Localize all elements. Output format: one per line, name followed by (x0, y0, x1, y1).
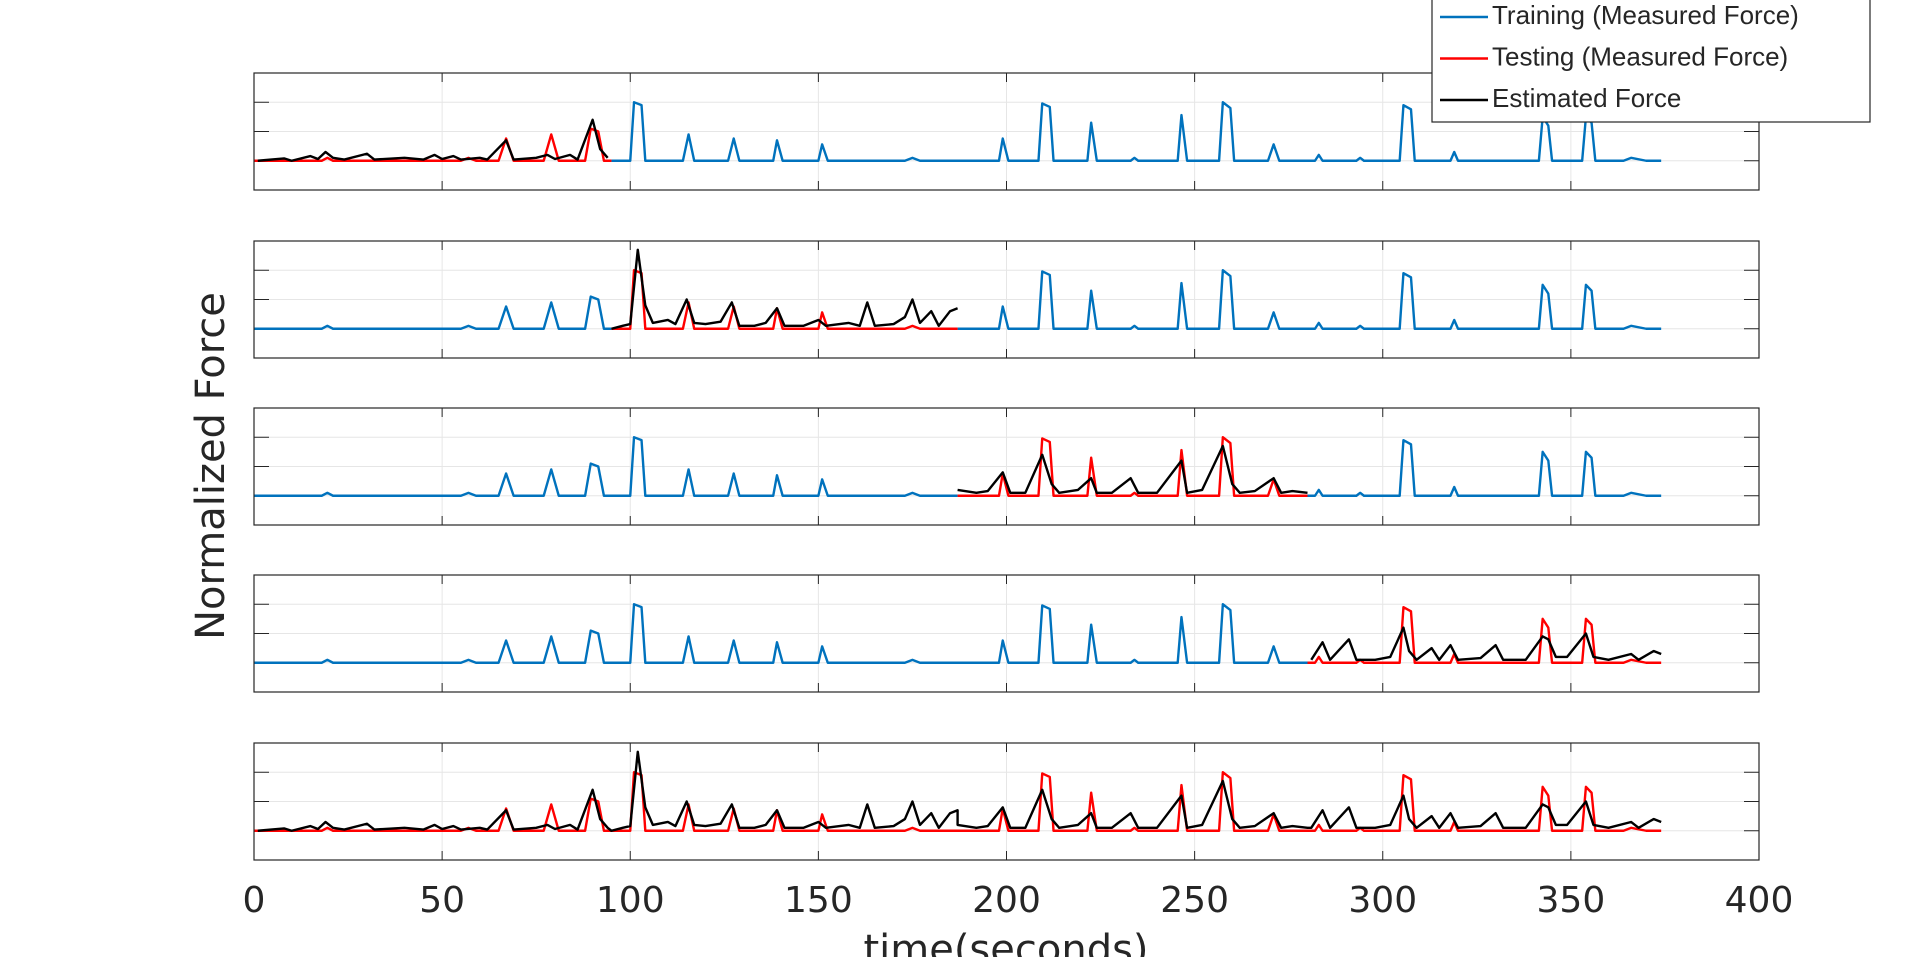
y-axis-label: Normalized Force (188, 292, 234, 640)
axes-box (253, 574, 1760, 693)
x-tick-label: 300 (1348, 880, 1417, 921)
series-line (254, 603, 1308, 664)
x-tick-label: 350 (1537, 880, 1606, 921)
legend-label: Training (Measured Force) (1492, 0, 1799, 30)
x-tick-label: 250 (1160, 880, 1229, 921)
x-tick-label: 400 (1725, 880, 1794, 921)
axes-box (253, 407, 1760, 526)
series-line (254, 436, 1662, 497)
x-tick-label: 100 (596, 880, 665, 921)
legend-label: Testing (Measured Force) (1492, 41, 1788, 71)
x-axis-label: time(seconds) (863, 927, 1148, 957)
series-line (957, 436, 1308, 497)
series-line (257, 750, 1662, 832)
series-line (254, 269, 1662, 330)
axes-box (253, 240, 1760, 359)
legend-box (1431, 0, 1871, 123)
axes-box (253, 72, 1760, 191)
x-tick-label: 0 (243, 880, 266, 921)
series-line (611, 101, 1662, 162)
series-line (1310, 626, 1662, 662)
series-line (254, 771, 1662, 832)
x-tick-label: 200 (972, 880, 1041, 921)
axes-box (253, 742, 1760, 861)
legend-label: Estimated Force (1492, 83, 1681, 113)
series-line (611, 248, 959, 330)
series-line (257, 118, 609, 162)
x-tick-label: 50 (419, 880, 465, 921)
x-tick-label: 150 (784, 880, 853, 921)
series-line (957, 444, 1308, 495)
